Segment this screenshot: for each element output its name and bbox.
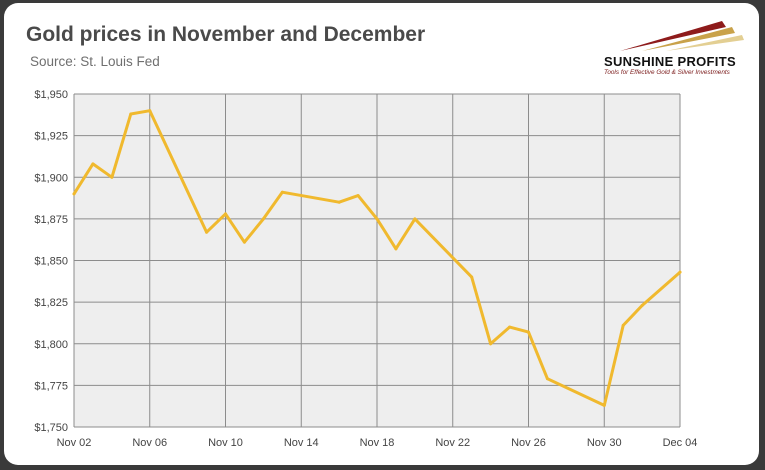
x-tick-label: Nov 14	[284, 437, 319, 449]
y-tick-label: $1,900	[34, 172, 68, 184]
data-point	[489, 342, 493, 346]
x-tick-label: Nov 22	[435, 437, 470, 449]
data-point	[356, 194, 360, 198]
data-point	[621, 323, 625, 327]
data-point	[280, 190, 284, 194]
data-point	[205, 230, 209, 234]
data-point	[129, 112, 133, 116]
logo-sunburst-icon	[620, 21, 744, 51]
x-tick-label: Nov 10	[208, 437, 243, 449]
chart-title: Gold prices in November and December	[26, 23, 426, 46]
y-tick-label: $1,800	[34, 339, 68, 351]
line-chart: $1,750 $1,775 $1,800 $1,825 $1,850 $1,875 $1,9…	[34, 89, 698, 449]
logo-tagline: Tools for Effective Gold & Silver Invest…	[604, 69, 730, 76]
y-tick-label: $1,825	[34, 297, 68, 309]
chart-card: Gold prices in November and December Sou…	[4, 3, 759, 465]
data-point	[545, 377, 549, 381]
y-tick-label: $1,875	[34, 214, 68, 226]
x-tick-label: Nov 18	[360, 437, 395, 449]
x-tick-label: Nov 30	[587, 437, 622, 449]
data-point	[337, 200, 341, 204]
x-tick-label: Nov 02	[57, 437, 92, 449]
data-point	[91, 162, 95, 166]
y-tick-label: $1,925	[34, 131, 68, 143]
data-point	[640, 303, 644, 307]
y-tick-label: $1,750	[34, 422, 68, 434]
logo-name: SUNSHINE PROFITS	[604, 54, 736, 69]
data-point	[527, 330, 530, 334]
y-tick-label: $1,775	[34, 380, 68, 392]
data-point	[413, 217, 417, 221]
data-point	[242, 240, 246, 244]
data-point	[508, 325, 512, 329]
x-tick-label: Dec 04	[663, 437, 698, 449]
y-tick-label: $1,850	[34, 256, 68, 268]
x-tick-label: Nov 26	[511, 437, 546, 449]
data-point	[375, 217, 379, 221]
data-point	[261, 217, 265, 221]
x-tick-label: Nov 06	[132, 437, 167, 449]
chart-subtitle: Source: St. Louis Fed	[30, 54, 160, 69]
sunshine-profits-logo: SUNSHINE PROFITS Tools for Effective Gol…	[602, 13, 752, 83]
price-line	[72, 109, 682, 407]
data-point	[470, 275, 474, 279]
data-point	[148, 109, 152, 113]
data-point	[72, 192, 76, 196]
data-point	[602, 403, 606, 407]
data-point	[110, 175, 114, 179]
y-tick-label: $1,950	[34, 89, 68, 101]
data-point	[224, 212, 227, 216]
data-point	[394, 247, 398, 251]
data-point	[678, 270, 682, 274]
